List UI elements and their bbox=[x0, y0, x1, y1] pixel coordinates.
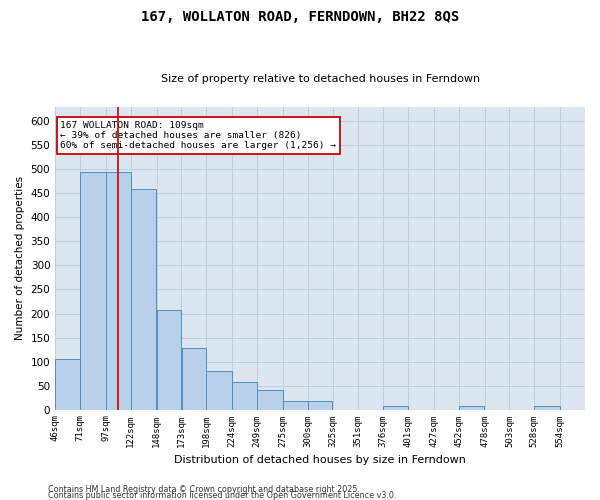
Bar bbox=[106, 172, 131, 410]
Bar bbox=[182, 348, 206, 410]
Bar bbox=[206, 371, 232, 410]
Bar bbox=[55, 359, 80, 410]
X-axis label: Distribution of detached houses by size in Ferndown: Distribution of detached houses by size … bbox=[174, 455, 466, 465]
Bar bbox=[383, 406, 408, 409]
Bar bbox=[283, 401, 308, 409]
Bar bbox=[131, 188, 157, 410]
Bar bbox=[459, 406, 484, 409]
Bar bbox=[308, 401, 332, 409]
Bar bbox=[232, 382, 257, 409]
Text: Contains public sector information licensed under the Open Government Licence v3: Contains public sector information licen… bbox=[48, 491, 397, 500]
Y-axis label: Number of detached properties: Number of detached properties bbox=[15, 176, 25, 340]
Bar bbox=[157, 310, 181, 410]
Bar bbox=[535, 406, 560, 409]
Title: Size of property relative to detached houses in Ferndown: Size of property relative to detached ho… bbox=[161, 74, 479, 84]
Bar bbox=[257, 390, 283, 409]
Text: Contains HM Land Registry data © Crown copyright and database right 2025.: Contains HM Land Registry data © Crown c… bbox=[48, 485, 360, 494]
Text: 167 WOLLATON ROAD: 109sqm
← 39% of detached houses are smaller (826)
60% of semi: 167 WOLLATON ROAD: 109sqm ← 39% of detac… bbox=[61, 120, 337, 150]
Text: 167, WOLLATON ROAD, FERNDOWN, BH22 8QS: 167, WOLLATON ROAD, FERNDOWN, BH22 8QS bbox=[141, 10, 459, 24]
Bar bbox=[80, 172, 106, 410]
